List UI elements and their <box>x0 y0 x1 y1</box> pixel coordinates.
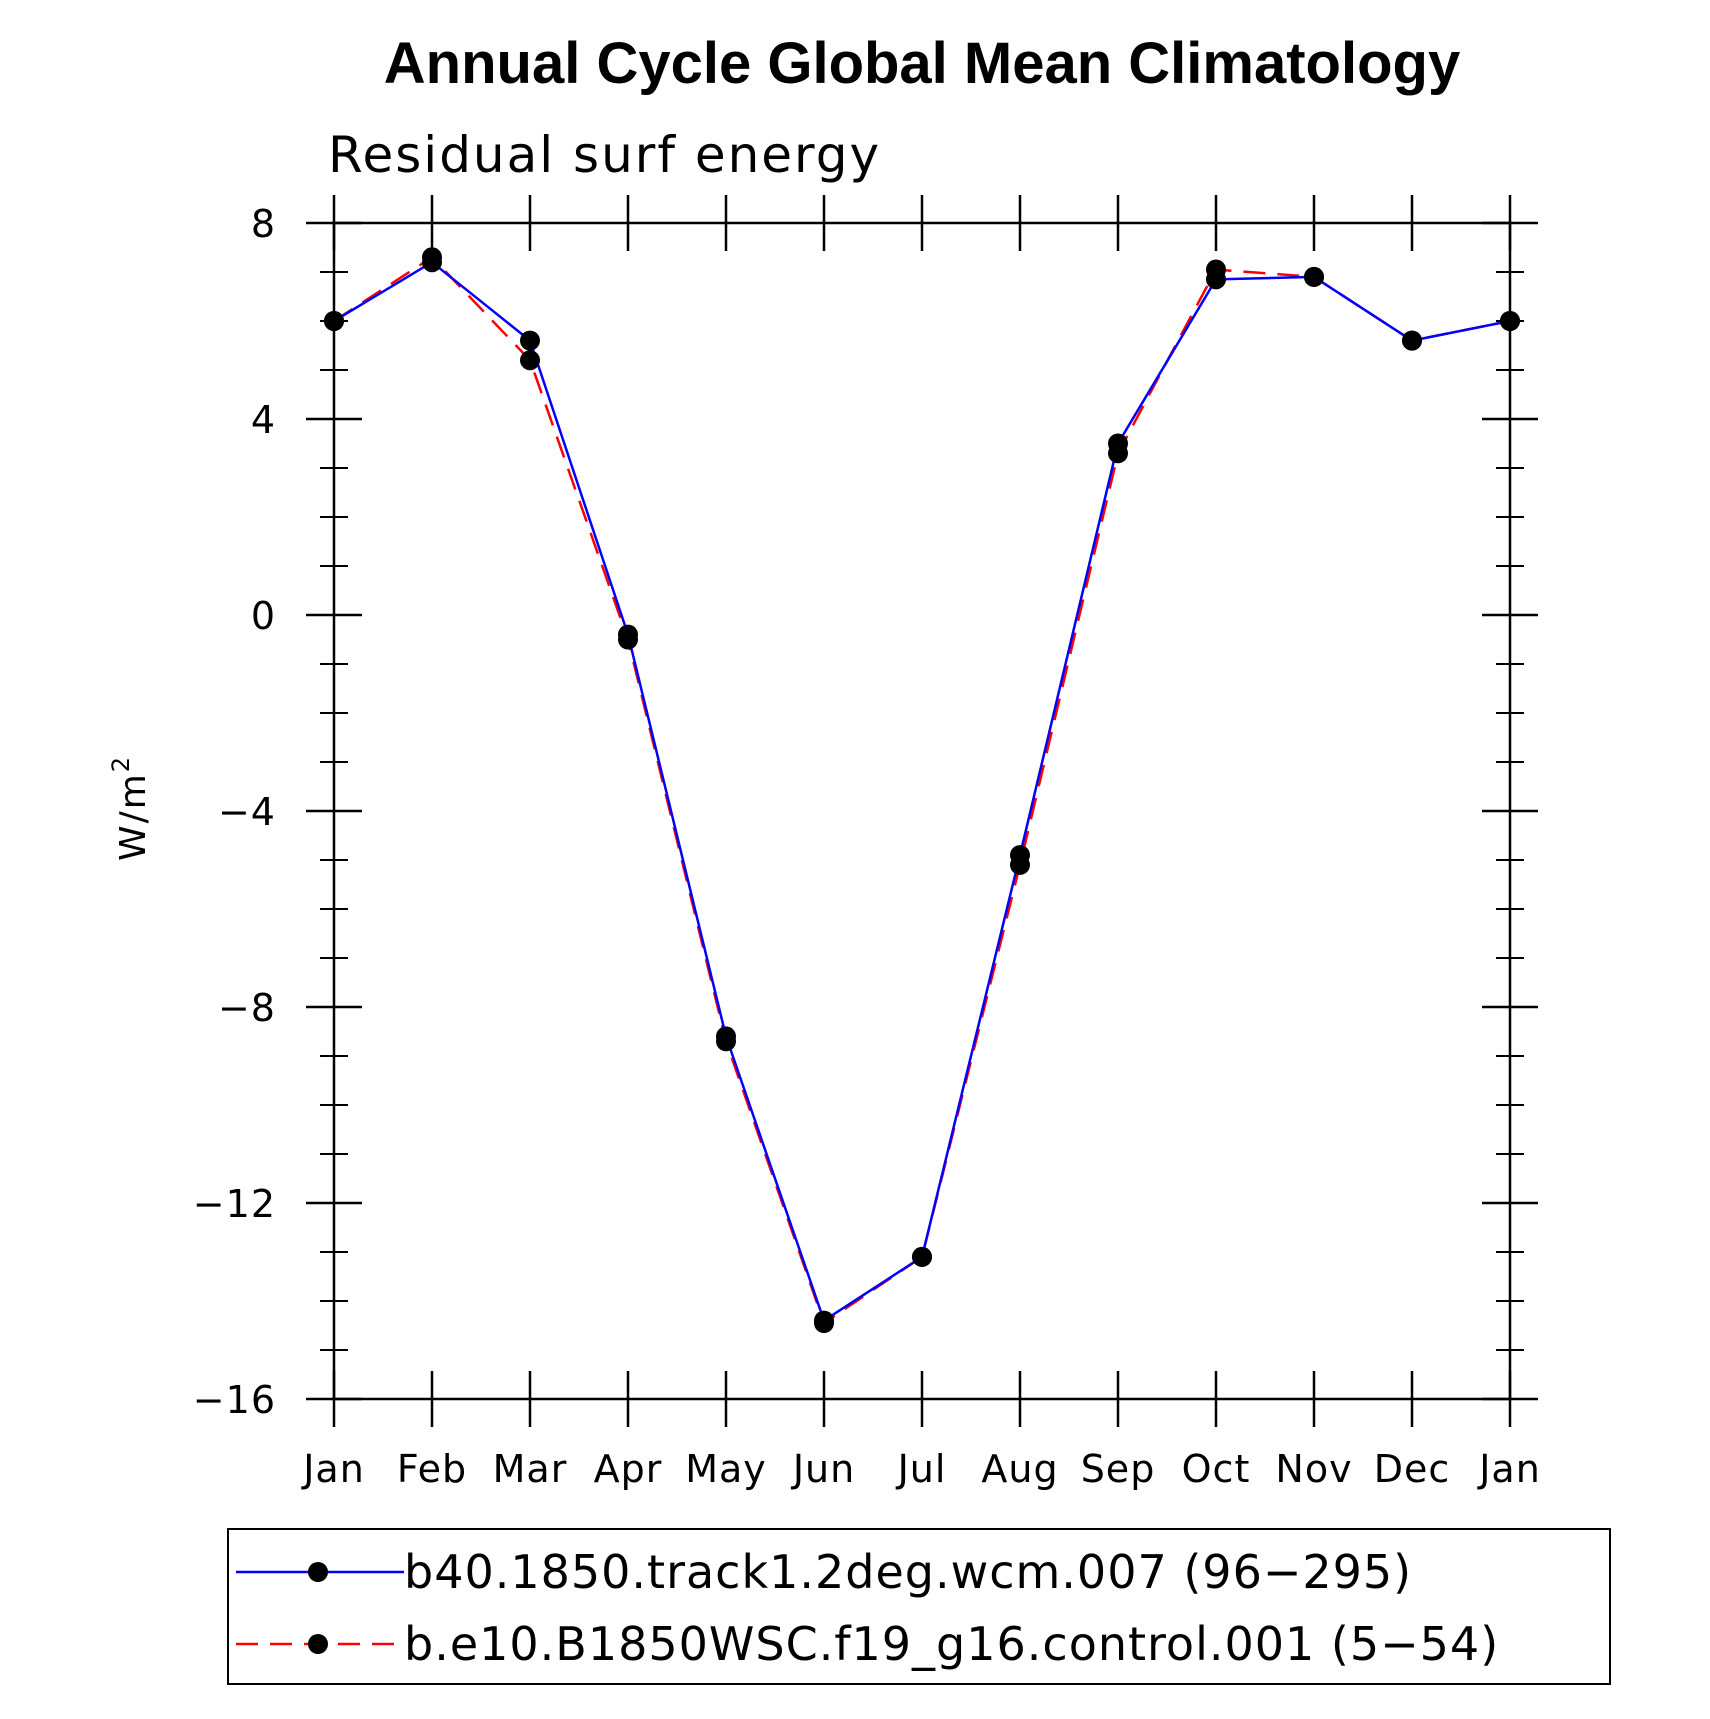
x-tick-label: Aug <box>981 1447 1058 1491</box>
legend-label-2: b.e10.B1850WSC.f19_g16.control.001 (5−54… <box>404 1617 1499 1671</box>
y-tick-label: −4 <box>218 790 276 834</box>
series-1-point <box>324 311 344 331</box>
y-axis-label: W/m2 <box>107 755 154 861</box>
y-axis-label-exponent: 2 <box>107 755 135 772</box>
svg-text:W/m2: W/m2 <box>107 755 154 861</box>
y-tick-label: 8 <box>251 202 276 246</box>
x-tick-label: Feb <box>397 1447 467 1491</box>
series-1-point <box>1108 433 1128 454</box>
axes: Jan Feb Mar Apr May Jun Jul Aug Sep Oct Nov Dec Jan 8… <box>193 195 1541 1491</box>
series-layer <box>324 247 1520 1334</box>
legend-swatch-marker-1 <box>308 1562 328 1582</box>
series-line-1 <box>333 260 1511 1322</box>
chart-subtitle: Residual surf energy <box>328 126 881 184</box>
y-tick-label: −8 <box>218 986 276 1030</box>
series-1-point <box>1206 269 1226 290</box>
x-tick-label: Apr <box>594 1447 663 1491</box>
y-axis-label-unit: W/m <box>113 772 154 861</box>
x-tick-label: Jan <box>1477 1447 1541 1491</box>
y-tick-label: 4 <box>251 398 276 442</box>
series-1-point <box>1500 311 1520 331</box>
series-2-point <box>520 350 540 371</box>
x-tick-label: Nov <box>1275 1447 1352 1491</box>
chart-title: Annual Cycle Global Mean Climatology <box>384 31 1460 96</box>
legend-label-1: b40.1850.track1.2deg.wcm.007 (96−295) <box>404 1545 1412 1599</box>
x-tick-label: Jun <box>791 1447 855 1491</box>
series-1-point <box>1304 266 1324 287</box>
series-1-point <box>912 1246 932 1267</box>
series-1-point <box>1402 330 1422 351</box>
series-1-point <box>618 624 638 645</box>
series-line-2 <box>333 256 1511 1325</box>
plot-frame <box>332 221 1512 1401</box>
x-tick-label: Dec <box>1374 1447 1451 1491</box>
legend-swatch-marker-2 <box>308 1634 328 1654</box>
x-tick-label: Sep <box>1081 1447 1156 1491</box>
series-1-point <box>520 330 540 351</box>
x-tick-label: Jul <box>896 1447 947 1491</box>
y-tick-label: 0 <box>251 594 276 638</box>
series-1-point <box>814 1310 834 1331</box>
x-tick-label: Oct <box>1182 1447 1251 1491</box>
y-tick-label: −16 <box>193 1378 276 1422</box>
series-1-point <box>1010 845 1030 866</box>
legend-box <box>227 1528 1611 1685</box>
x-tick-label: Mar <box>493 1447 568 1491</box>
x-tick-label: Jan <box>301 1447 365 1491</box>
legend: b40.1850.track1.2deg.wcm.007 (96−295) b.… <box>227 1528 1611 1685</box>
series-1-point <box>422 252 442 273</box>
x-tick-label: May <box>685 1447 767 1491</box>
series-1-point <box>716 1026 736 1047</box>
y-tick-label: −12 <box>193 1182 276 1226</box>
